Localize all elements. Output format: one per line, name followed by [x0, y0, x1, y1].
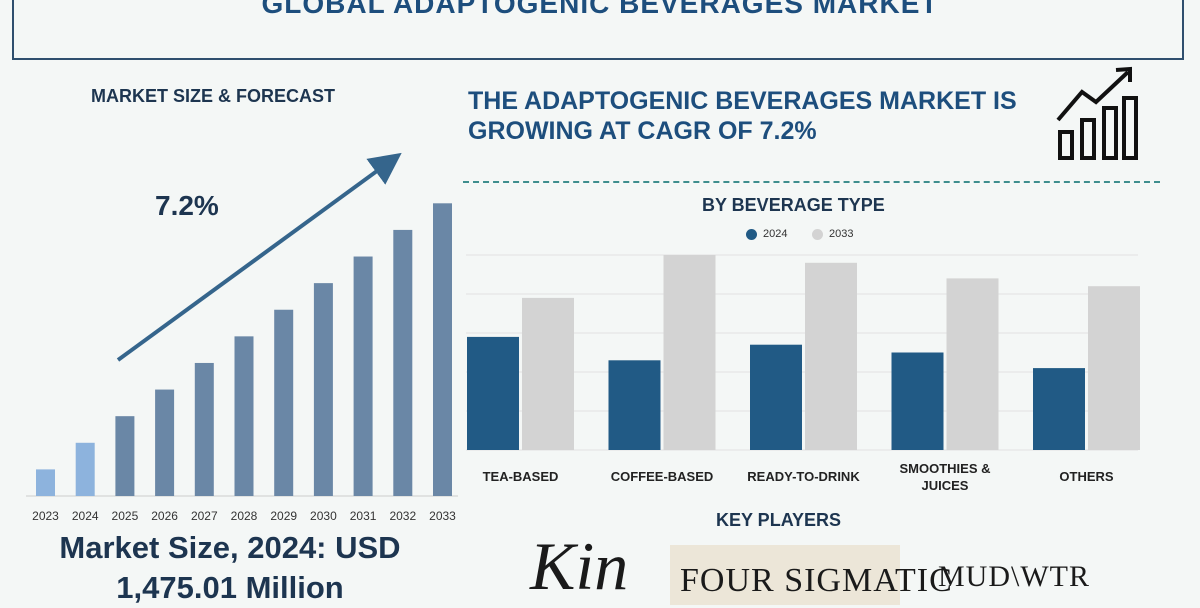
beverage-type-chart [466, 254, 1140, 451]
bar-2029 [274, 309, 294, 496]
kin-logo: Kin [530, 528, 629, 604]
year-label-2032: 2032 [389, 509, 416, 523]
bar-2024-2 [750, 344, 802, 450]
bar-2033-4 [1088, 286, 1140, 450]
category-label: COFFEE-BASED [610, 469, 714, 484]
market-size-chart: 2023 2024 2025 2026 2027 2028 2029 2030 2031 2032… [26, 152, 458, 523]
year-label-2024: 2024 [72, 509, 99, 523]
legend-label-2033: 2033 [829, 228, 854, 240]
bar-2030 [313, 283, 333, 496]
four-sigmatic-logo: FOUR SIGMATIC [680, 562, 953, 599]
bar-2024-0 [467, 336, 519, 450]
year-label-2033: 2033 [429, 509, 456, 523]
bar-2032 [393, 229, 413, 497]
bar-2024 [75, 442, 95, 496]
market-size-line-2: 1,475.01 Million [116, 570, 344, 605]
year-label-2027: 2027 [191, 509, 218, 523]
legend-label-2024: 2024 [763, 228, 788, 240]
legend-2033: 2033 [812, 228, 853, 240]
year-label-2029: 2029 [270, 509, 297, 523]
year-label-2023: 2023 [32, 509, 59, 523]
market-size-text: Market Size, 2024: USD 1,475.01 Million [0, 528, 460, 608]
growth-headline: THE ADAPTOGENIC BEVERAGES MARKET IS GROW… [468, 87, 1017, 145]
segment-heading: BY BEVERAGE TYPE [702, 195, 885, 215]
four-sigmatic-logo-bg [670, 545, 900, 605]
legend-swatch-2024 [746, 228, 757, 240]
bar-2024-3 [891, 352, 944, 450]
year-label-2025: 2025 [112, 509, 139, 523]
category-label: TEA-BASED [482, 469, 559, 484]
year-label-2026: 2026 [151, 509, 178, 523]
category-label: SMOOTHIES & JUICES [899, 461, 991, 493]
bar-2023 [36, 469, 55, 496]
page-title: GLOBAL ADAPTOGENIC BEVERAGES MARKET [261, 0, 939, 19]
title-frame [12, 0, 1184, 60]
year-label-2030: 2030 [310, 509, 337, 523]
bar-2027 [194, 362, 214, 496]
legend-2024: 2024 [746, 228, 787, 240]
bar-2033-1 [663, 255, 716, 450]
bar-2026 [155, 389, 175, 496]
year-label-2028: 2028 [231, 509, 258, 523]
section-divider [463, 181, 1160, 183]
bar-2033-2 [805, 262, 857, 450]
bar-2033-0 [522, 297, 574, 450]
year-label-2031: 2031 [350, 509, 377, 523]
category-label: OTHERS [1059, 469, 1114, 484]
bar-2025 [115, 416, 135, 496]
market-size-heading: MARKET SIZE & FORECAST [91, 86, 336, 106]
market-size-line-1: Market Size, 2024: USD [59, 530, 401, 565]
category-label: READY-TO-DRINK [747, 469, 860, 484]
bar-2024-1 [608, 360, 661, 450]
mud-wtr-logo: MUD\WTR [938, 560, 1090, 593]
bar-2033-3 [946, 278, 999, 450]
cagr-annotation: 7.2% [155, 190, 219, 221]
bar-2028 [234, 336, 254, 496]
bar-2031 [353, 256, 373, 496]
bar-2024-4 [1033, 368, 1085, 450]
growth-arrow [116, 152, 402, 362]
growth-chart-icon [1056, 66, 1138, 160]
legend-swatch-2033 [812, 228, 823, 240]
key-players-heading: KEY PLAYERS [716, 510, 842, 530]
bar-2033 [433, 203, 452, 496]
